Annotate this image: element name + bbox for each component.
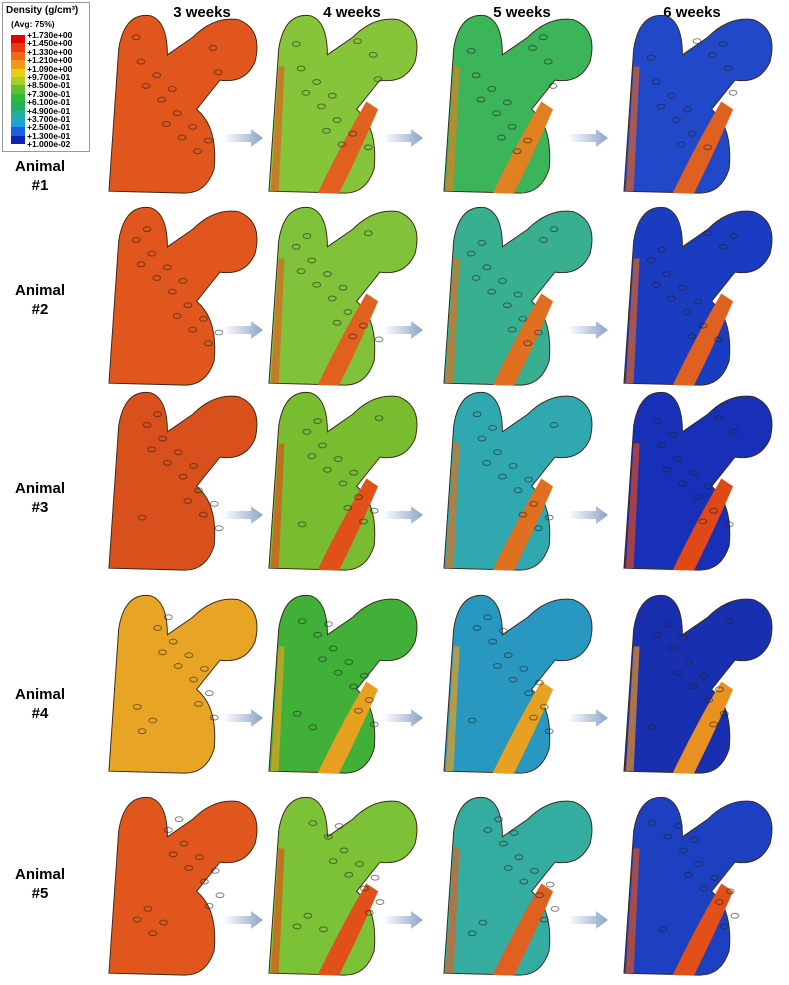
legend-title: Density (g/cm³) [6, 5, 79, 16]
bone-density-map [255, 385, 430, 575]
legend-label: +8.500e-01 [27, 80, 71, 91]
legend-label: +2.500e-01 [27, 122, 71, 133]
bone-density-map [610, 790, 785, 980]
bone-density-map [255, 8, 430, 198]
arrow-right-icon [568, 128, 608, 148]
column-header: 6 weeks [663, 4, 721, 21]
legend-swatch [11, 127, 25, 136]
legend-swatch [11, 43, 25, 52]
row-label: Animal #1 [0, 157, 80, 195]
arrow-right-icon [568, 320, 608, 340]
legend-swatch [11, 68, 25, 77]
bone-density-map [610, 385, 785, 575]
bone-density-map [430, 200, 605, 390]
row-label: Animal #5 [0, 865, 80, 903]
arrow-right-icon [223, 320, 263, 340]
legend-avg: (Avg: 75%) [11, 19, 55, 29]
legend-swatch [11, 135, 25, 145]
bone-density-map [255, 790, 430, 980]
legend-label: +4.900e-01 [27, 105, 71, 116]
bone-density-map [430, 790, 605, 980]
legend-label: +1.330e+00 [27, 46, 73, 57]
arrow-right-icon [383, 505, 423, 525]
animal-label: Animal #3 [14, 480, 65, 516]
legend-label: +1.300e-01 [27, 130, 71, 141]
legend-label: +1.210e+00 [27, 55, 73, 66]
row-label: Animal #3 [0, 479, 80, 517]
arrow-right-icon [223, 708, 263, 728]
animal-label: Animal #1 [14, 158, 65, 194]
bone-density-map [95, 8, 270, 198]
bone-density-map [255, 588, 430, 778]
legend-swatch [11, 35, 25, 44]
legend-label: +3.700e-01 [27, 114, 71, 124]
legend-swatch [11, 85, 25, 94]
legend-swatch [11, 102, 25, 111]
bone-density-map [95, 200, 270, 390]
legend-swatch [11, 51, 25, 61]
legend-label: +1.730e+00 [27, 30, 73, 40]
bone-density-map [610, 8, 785, 198]
legend-label: +1.000e-02 [27, 139, 71, 150]
arrow-right-icon [568, 505, 608, 525]
column-header: 3 weeks [173, 4, 231, 21]
bone-density-map [255, 200, 430, 390]
arrow-right-icon [383, 910, 423, 930]
density-legend: Density (g/cm³) (Avg: 75%) +1.730e+00 +1.… [2, 2, 90, 152]
legend-swatch [11, 110, 25, 119]
column-header: 5 weeks [493, 4, 551, 21]
animal-label: Animal #2 [14, 282, 65, 318]
legend-swatch [11, 60, 25, 69]
row-label: Animal #4 [0, 685, 80, 723]
arrow-right-icon [383, 128, 423, 148]
bone-density-map [430, 385, 605, 575]
arrow-right-icon [568, 708, 608, 728]
bone-density-map [95, 588, 270, 778]
arrow-right-icon [568, 910, 608, 930]
bone-density-map [610, 200, 785, 390]
bone-density-map [430, 588, 605, 778]
legend-label: +1.090e+00 [27, 63, 73, 74]
row-label: Animal #2 [0, 281, 80, 319]
arrow-right-icon [223, 128, 263, 148]
legend-label: +9.700e-01 [27, 72, 71, 82]
legend-label: +6.100e-01 [27, 97, 71, 108]
legend-swatch [11, 93, 25, 103]
animal-label: Animal #4 [14, 686, 65, 722]
arrow-right-icon [223, 910, 263, 930]
arrow-right-icon [383, 320, 423, 340]
bone-density-map [95, 790, 270, 980]
bone-density-map [610, 588, 785, 778]
column-header: 4 weeks [323, 4, 381, 21]
arrow-right-icon [223, 505, 263, 525]
legend-label: +7.300e-01 [27, 88, 71, 99]
animal-label: Animal #5 [14, 866, 65, 902]
legend-label: +1.450e+00 [27, 38, 73, 49]
bone-density-map [95, 385, 270, 575]
legend-swatch [11, 119, 25, 128]
arrow-right-icon [383, 708, 423, 728]
bone-density-map [430, 8, 605, 198]
legend-swatch [11, 77, 25, 86]
